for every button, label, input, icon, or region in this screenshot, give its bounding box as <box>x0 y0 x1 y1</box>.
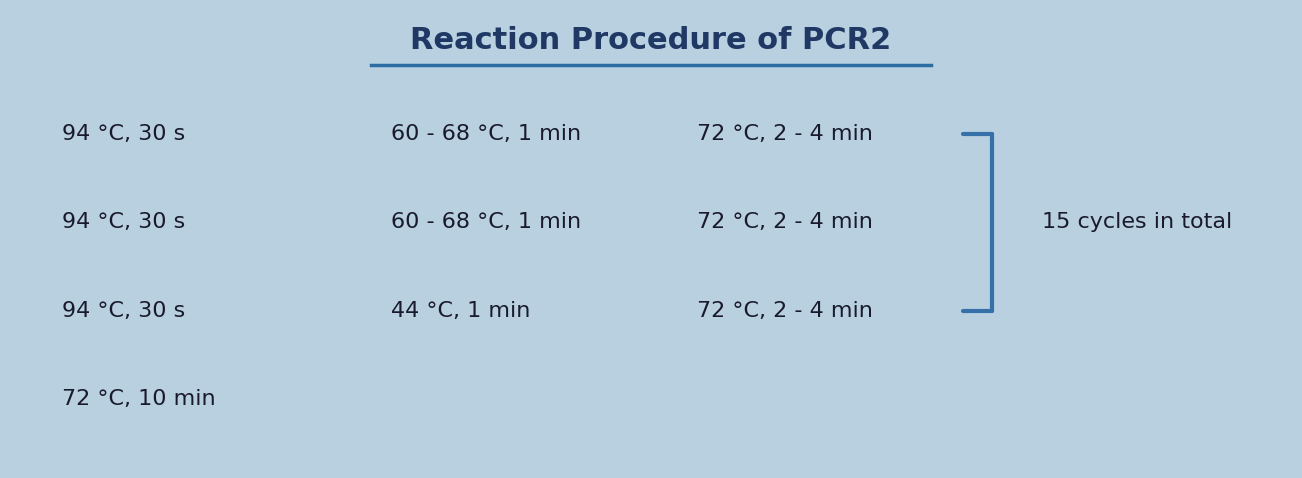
Text: Reaction Procedure of PCR2: Reaction Procedure of PCR2 <box>410 26 892 55</box>
Text: 60 - 68 °C, 1 min: 60 - 68 °C, 1 min <box>391 124 581 144</box>
Text: 44 °C, 1 min: 44 °C, 1 min <box>391 301 530 321</box>
Text: 72 °C, 2 - 4 min: 72 °C, 2 - 4 min <box>697 301 872 321</box>
Text: 72 °C, 2 - 4 min: 72 °C, 2 - 4 min <box>697 124 872 144</box>
Text: 94 °C, 30 s: 94 °C, 30 s <box>62 124 186 144</box>
Text: 15 cycles in total: 15 cycles in total <box>1042 212 1232 232</box>
Text: 60 - 68 °C, 1 min: 60 - 68 °C, 1 min <box>391 212 581 232</box>
Text: 94 °C, 30 s: 94 °C, 30 s <box>62 301 186 321</box>
Text: 94 °C, 30 s: 94 °C, 30 s <box>62 212 186 232</box>
Text: 72 °C, 10 min: 72 °C, 10 min <box>62 389 216 409</box>
Text: 72 °C, 2 - 4 min: 72 °C, 2 - 4 min <box>697 212 872 232</box>
